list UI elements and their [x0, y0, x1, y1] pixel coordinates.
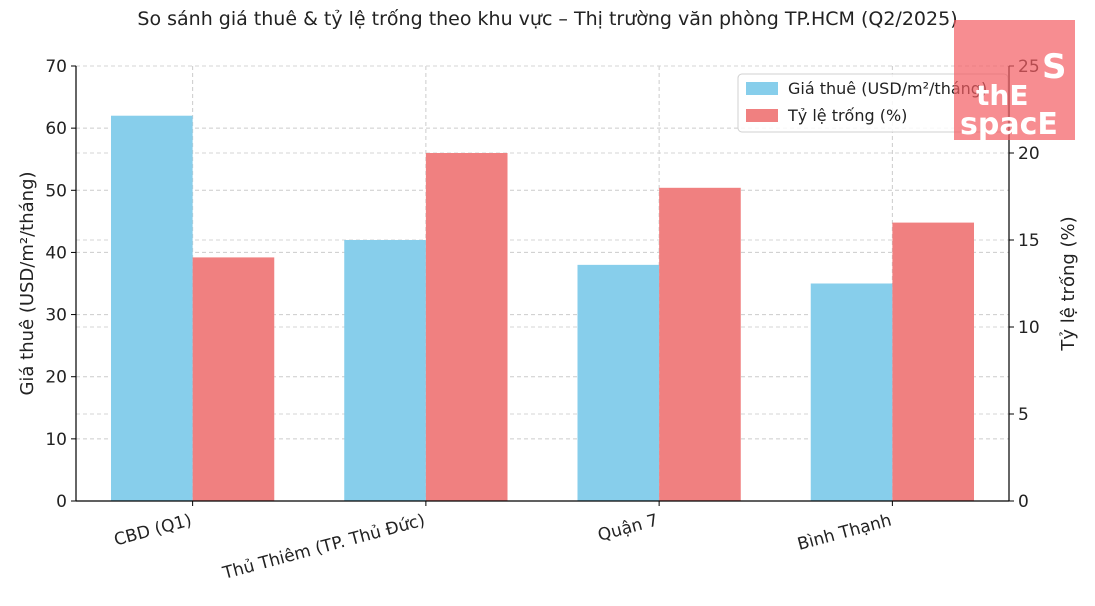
x-tick-label-3: Bình Thạnh — [795, 511, 893, 555]
logo-text-the: thE — [976, 79, 1029, 112]
bar-vacancy-0 — [192, 257, 275, 501]
watermark-logo: S thE spacE — [954, 20, 1075, 140]
bar-rent-0 — [110, 115, 193, 501]
legend-label-1: Tỷ lệ trống (%) — [787, 106, 907, 125]
y-tick-label-right-3: 15 — [1018, 231, 1040, 251]
bar-rent-3 — [810, 283, 893, 501]
y-tick-label-left-5: 50 — [45, 181, 67, 201]
legend-swatch-1 — [746, 109, 778, 122]
y-tick-label-right-1: 5 — [1018, 405, 1029, 425]
y-axis-left-title: Giá thuê (USD/m²/tháng) — [17, 171, 38, 395]
bars — [110, 115, 975, 502]
y-tick-label-left-6: 60 — [45, 119, 67, 139]
y-tick-label-left-1: 10 — [45, 430, 67, 450]
bar-rent-2 — [577, 264, 660, 501]
y-tick-label-left-7: 70 — [45, 57, 67, 77]
y-axis-right-title: Tỷ lệ trống (%) — [1058, 216, 1079, 351]
logo-text-s: S — [1042, 47, 1067, 87]
y-tick-label-right-2: 10 — [1018, 318, 1040, 338]
bar-vacancy-3 — [892, 222, 975, 501]
bar-vacancy-2 — [659, 187, 741, 502]
y-tick-label-left-2: 20 — [45, 368, 67, 388]
y-tick-label-left-3: 30 — [45, 306, 67, 326]
x-tick-label-0: CBD (Q1) — [112, 511, 194, 551]
legend: Giá thuê (USD/m²/tháng) Tỷ lệ trống (%) — [737, 73, 1009, 133]
legend-label-0: Giá thuê (USD/m²/tháng) — [788, 79, 987, 98]
y-tick-label-left-0: 0 — [56, 492, 67, 512]
x-tick-label-1: Thủ Thiêm (TP. Thủ Đức) — [220, 511, 427, 585]
logo-text-space: spacE — [960, 107, 1058, 142]
chart-title: So sánh giá thuê & tỷ lệ trống theo khu … — [137, 8, 958, 30]
y-tick-label-left-4: 40 — [45, 243, 67, 263]
bar-vacancy-1 — [425, 153, 508, 501]
y-tick-label-right-0: 0 — [1018, 492, 1029, 512]
legend-swatch-0 — [746, 82, 778, 95]
y-tick-label-right-4: 20 — [1018, 144, 1040, 164]
x-tick-label-2: Quận 7 — [596, 511, 661, 546]
bar-rent-1 — [344, 240, 426, 501]
